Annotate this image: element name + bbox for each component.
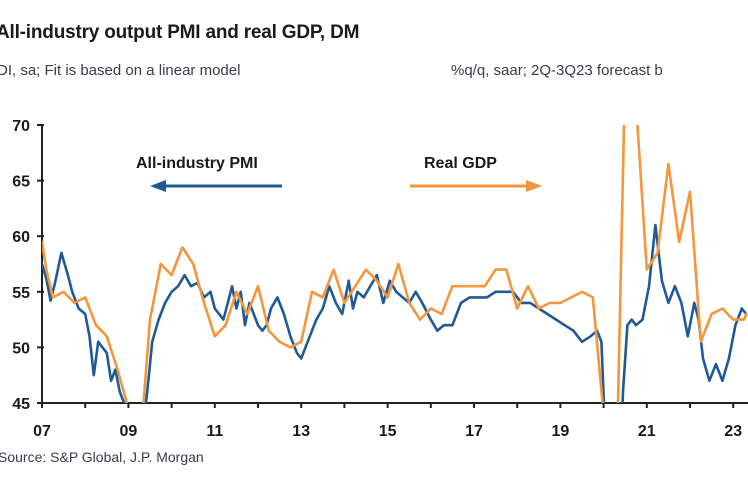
x-tick-label: 19: [552, 423, 570, 440]
x-tick-label: 15: [379, 423, 397, 440]
x-tick-label: 21: [638, 423, 656, 440]
arrow-head: [150, 180, 166, 192]
x-axis: 07 09 11 13 15 17 19 21 23: [33, 402, 748, 440]
y-tick-label: 55: [12, 285, 30, 302]
y-tick-label: 60: [12, 229, 30, 246]
y-tick-label: 70: [12, 118, 30, 135]
x-tick-label: 23: [724, 423, 742, 440]
left-arrow-icon: [150, 180, 282, 192]
x-tick-label: 13: [292, 423, 310, 440]
right-arrow-icon: [410, 180, 542, 192]
series-line-real-gdp: [42, 125, 748, 403]
y-tick-label: 45: [12, 396, 30, 413]
y-axis: 70 65 60 55 50 45: [12, 118, 44, 413]
y-tick-label: 50: [12, 340, 30, 357]
series-layer: [42, 125, 748, 403]
y-tick-label: 65: [12, 174, 30, 191]
legend-label-gdp: Real GDP: [424, 155, 497, 172]
source-note: Source: S&P Global, J.P. Morgan: [0, 449, 204, 465]
legend: All-industry PMI Real GDP: [136, 155, 542, 192]
x-tick-label: 11: [206, 423, 223, 440]
left-axis-subtitle: DI, sa; Fit is based on a linear model: [0, 62, 241, 79]
arrow-head: [526, 180, 542, 192]
right-axis-subtitle: %q/q, saar; 2Q-3Q23 forecast b: [451, 62, 663, 79]
x-tick-label: 17: [465, 423, 483, 440]
chart-title: All-industry output PMI and real GDP, DM: [0, 22, 360, 43]
x-tick-label: 07: [33, 423, 51, 440]
x-tick-label: 09: [120, 423, 138, 440]
legend-label-pmi: All-industry PMI: [136, 155, 258, 172]
